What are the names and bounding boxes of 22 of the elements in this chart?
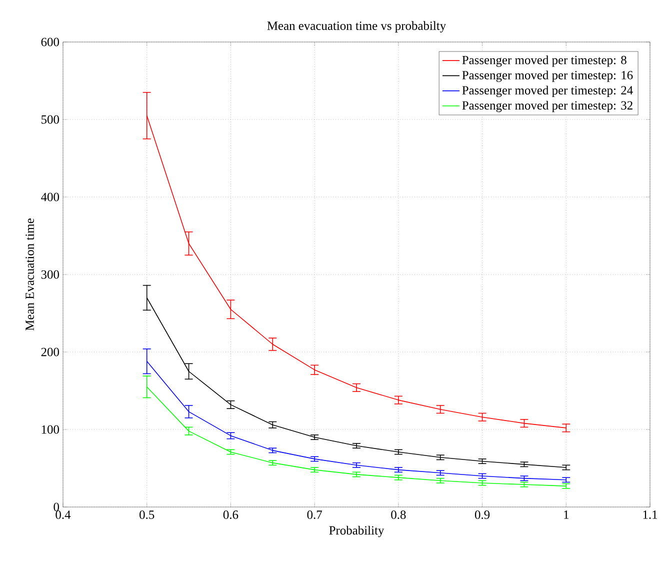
y-tick-label: 400: [41, 192, 60, 202]
y-tick-label: 100: [42, 425, 60, 434]
x-tick-label: 0.4: [56, 510, 71, 519]
y-tick-label: 600: [41, 38, 60, 46]
x-tick-label: 1.1: [643, 510, 658, 519]
x-tick-label: 1: [564, 510, 569, 519]
x-axis-title: Probability: [329, 526, 384, 538]
y-tick-label: 500: [42, 115, 60, 124]
x-tick-label: 0.9: [474, 510, 490, 519]
y-tick-label: 300: [41, 270, 60, 279]
x-tick-label: 0.7: [307, 510, 322, 519]
legend-label: Passenger moved per timestep: 24: [462, 86, 633, 98]
x-tick-label: 0.5: [140, 510, 154, 519]
x-tick-label: 0.8: [391, 510, 406, 519]
y-tick-label: 200: [41, 348, 60, 356]
legend-label: Passenger moved per timestep: 16: [462, 70, 633, 82]
y-tick-label: 0: [54, 502, 60, 512]
y-axis-title: Mean Evacuation time: [26, 218, 34, 331]
legend-label: Passenger moved per timestep: 8: [462, 55, 626, 67]
x-tick-label: 0.6: [223, 510, 238, 519]
chart-title: Mean evacuation time vs probabilty: [267, 21, 446, 33]
legend-label: Passenger moved per timestep: 32: [462, 100, 632, 112]
